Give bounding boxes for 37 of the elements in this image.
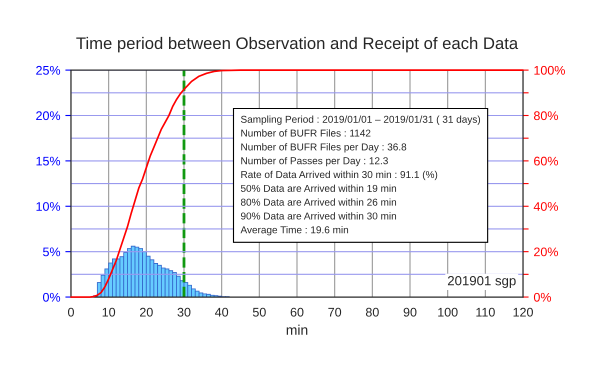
- annotation: Number of Passes per Day : 12.3: [241, 156, 388, 166]
- y2-tick-label: 40%: [534, 202, 558, 211]
- chart-title: Time period between Observation and Receipt of each Data: [76, 36, 518, 52]
- y-tick-label: 10%: [36, 202, 60, 211]
- y2-tick-label: 80%: [534, 111, 558, 120]
- annotation: Number of BUFR Files per Day : 36.8: [241, 143, 406, 152]
- x-tick-label: 20: [140, 308, 153, 317]
- x-tick-label: 80: [366, 308, 379, 317]
- x-tick-label: 10: [102, 308, 116, 317]
- annotation: Rate of Data Arrived within 30 min : 91.1 (%): [241, 170, 438, 180]
- x-tick-label: 60: [290, 308, 304, 317]
- x-tick-label: 110: [476, 308, 495, 317]
- x-tick-label: 70: [328, 308, 342, 317]
- x-tick-label: 30: [178, 308, 190, 317]
- y-tick-label: 15%: [36, 156, 60, 166]
- y-tick-label: 25%: [36, 66, 60, 75]
- annotation: Number of BUFR Files : 1142: [241, 129, 370, 137]
- annotation: 201901 sgp: [448, 276, 516, 288]
- x-tick-label: 0: [68, 308, 74, 317]
- y-tick-label: 0%: [42, 292, 60, 302]
- annotation: Average Time : 19.6 min: [240, 226, 348, 236]
- y-tick-label: 5%: [43, 248, 60, 256]
- annotation: 50% Data are Arrived within 19 min: [240, 184, 396, 192]
- x-axis-title: min: [286, 324, 308, 335]
- x-tick-label: 90: [404, 308, 416, 317]
- annotation: 90% Data are Arrived within 30 min: [240, 212, 396, 220]
- y2-tick-label: 0%: [534, 292, 552, 302]
- y2-tick-label: 20%: [534, 247, 558, 256]
- annotation: 80% Data are Arrived within 26 min: [240, 198, 396, 206]
- x-tick-label: 40: [214, 308, 228, 317]
- x-tick-label: 50: [252, 308, 266, 317]
- annotation: Sampling Period : 2019/01/01 – 2019/01/31 ( 31 days): [240, 115, 480, 125]
- y2-tick-label: 100%: [534, 66, 565, 75]
- x-tick-label: 100: [438, 308, 458, 317]
- x-tick-label: 120: [514, 308, 533, 317]
- y-tick-label: 20%: [36, 111, 60, 120]
- y2-tick-label: 60%: [534, 156, 558, 166]
